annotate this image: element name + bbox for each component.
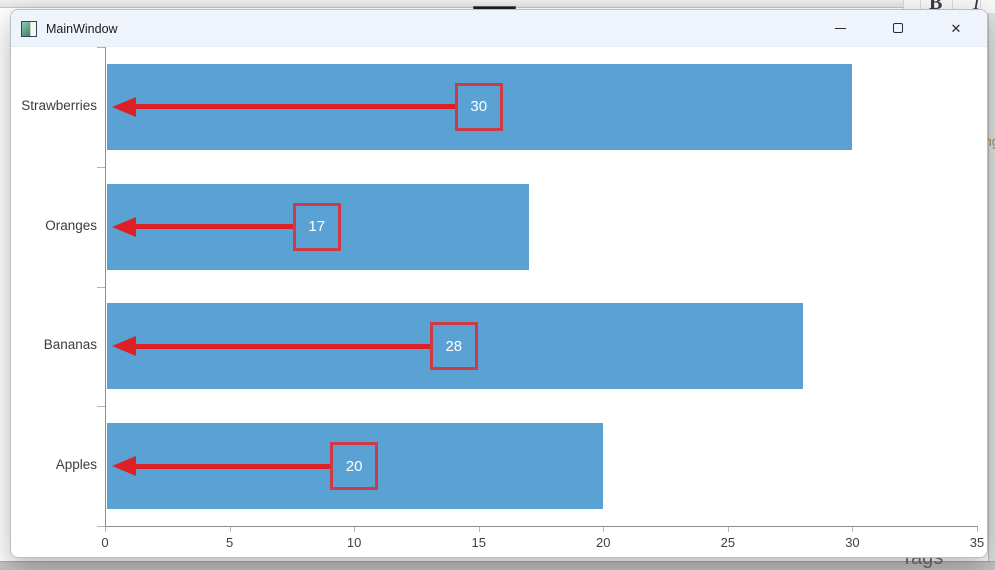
arrow-left-icon <box>112 336 136 357</box>
arrow-left-icon <box>112 96 136 117</box>
close-button[interactable]: ✕ <box>933 10 979 46</box>
category-label: Oranges <box>45 217 97 233</box>
value-box: 30 <box>454 82 503 131</box>
x-tick-label: 10 <box>346 535 362 550</box>
x-tick-label: 25 <box>720 535 736 550</box>
x-axis-tick <box>977 527 978 532</box>
value-box: 28 <box>429 322 478 371</box>
y-axis-tick <box>97 286 105 288</box>
close-icon: ✕ <box>950 20 962 36</box>
x-tick-label: 0 <box>101 535 109 550</box>
minimize-icon <box>834 27 846 29</box>
y-axis-tick <box>97 406 105 408</box>
category-label: Strawberries <box>21 97 97 113</box>
arrow-line <box>134 463 331 469</box>
arrow-line <box>134 224 293 230</box>
maximize-icon <box>893 23 903 33</box>
caption-buttons: ✕ <box>817 10 979 47</box>
x-axis-tick <box>478 527 480 532</box>
value-box: 20 <box>330 442 379 491</box>
toolbar-separator <box>920 0 921 13</box>
bar-chart: 0 5 10 15 20 25 30 35 Strawberries 30 Oranges 17 Ban… <box>11 10 987 557</box>
x-tick-label: 30 <box>845 535 860 550</box>
background-partial-text: ng <box>984 133 995 149</box>
x-tick-label: 5 <box>225 535 234 550</box>
toolbar-separator <box>903 0 904 13</box>
category-label: Bananas <box>43 337 97 353</box>
category-label: Apples <box>55 457 97 473</box>
y-axis-tick <box>97 526 105 527</box>
y-axis-tick <box>97 166 105 168</box>
arrow-left-icon <box>112 456 136 477</box>
main-window: MainWindow ✕ 0 5 10 15 20 25 30 35 Strawberries 3… <box>10 9 988 558</box>
x-tick-label: 15 <box>471 535 486 550</box>
value-box: 17 <box>292 202 341 251</box>
toolbar-separator <box>952 0 953 13</box>
x-axis-tick <box>852 527 854 532</box>
x-axis-tick <box>603 527 605 532</box>
x-tick-label: 35 <box>969 535 985 550</box>
x-axis-line <box>97 526 978 527</box>
arrow-line <box>134 104 455 110</box>
italic-button[interactable]: I <box>973 0 980 13</box>
x-axis-tick <box>727 527 729 532</box>
background-top-strip <box>0 0 903 8</box>
y-axis-tick <box>97 47 105 48</box>
background-bottom-strip <box>0 561 995 570</box>
minimize-button[interactable] <box>817 10 863 46</box>
x-axis-tick <box>354 527 356 532</box>
background-right-strip <box>988 13 995 561</box>
arrow-line <box>134 343 430 349</box>
x-tick-label: 20 <box>596 535 611 550</box>
x-axis-tick <box>229 527 231 532</box>
window-title: MainWindow <box>46 21 118 36</box>
app-icon <box>21 21 37 37</box>
title-bar[interactable] <box>11 10 987 47</box>
y-axis-line <box>105 47 106 526</box>
x-axis-tick <box>105 527 106 532</box>
arrow-left-icon <box>112 216 136 237</box>
toolbar-separator <box>980 0 981 13</box>
maximize-button[interactable] <box>875 10 921 46</box>
